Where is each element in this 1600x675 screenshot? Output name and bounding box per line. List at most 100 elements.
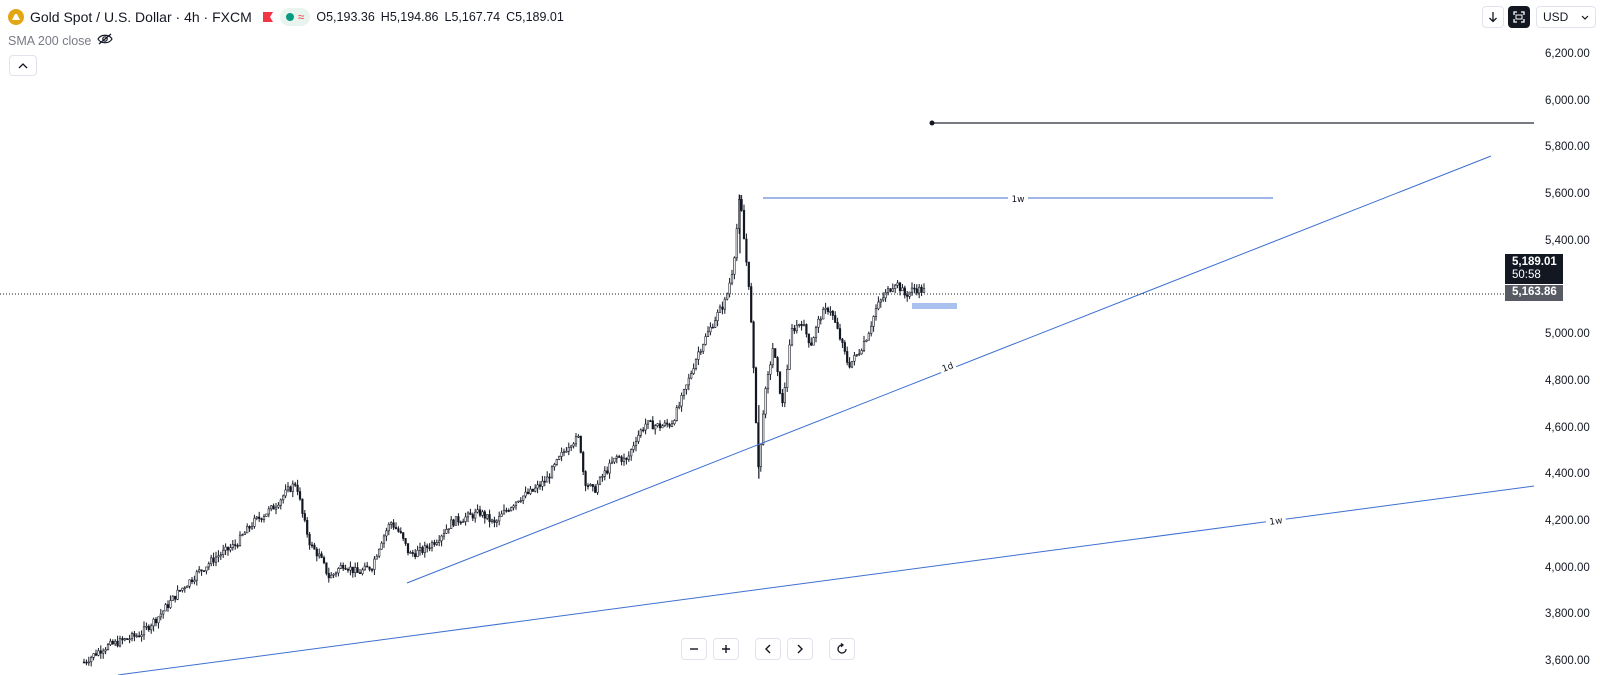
candle-body [807,333,810,344]
candle-body [642,429,645,432]
candle-body [879,299,882,303]
candle-body [822,309,825,320]
candle-body [445,529,448,534]
candle-body [433,542,436,545]
candle-body [608,462,611,474]
candle-body [452,519,455,526]
symbol-legend: Gold Spot / U.S. Dollar · 4h · FXCM ≈ O5… [8,7,564,27]
candle-body [898,282,902,292]
candle-body [442,533,446,537]
price-tick-label: 5,000.00 [1545,328,1590,341]
candle-body [140,634,143,637]
candle-body [454,516,458,526]
candle-body [474,511,477,519]
candle-body [423,545,426,553]
candle-body [778,371,782,394]
candle-body [164,604,167,612]
candle-body [627,455,630,460]
candle-body [327,573,330,579]
candle-body [133,633,136,637]
candle-body [301,498,304,514]
drawings-layer[interactable]: 1w 1d 1w [117,120,1535,675]
candle-body [754,367,758,423]
candle-body [706,331,710,337]
minus-icon [690,648,698,650]
candle-body [330,574,333,579]
symbol-name[interactable]: Gold Spot / U.S. Dollar · 4h · FXCM [30,9,252,25]
candle-body [92,653,95,658]
price-range-highlight[interactable] [912,303,957,309]
candle-body [258,516,261,519]
chart-navigation [681,638,855,660]
currency-select[interactable]: USD [1536,6,1596,28]
auto-fit-button[interactable] [1508,6,1530,28]
candle-body [630,449,633,457]
reset-chart-button[interactable] [829,638,855,660]
candle-body [392,522,395,528]
candle-body [198,569,201,573]
scroll-to-bottom-button[interactable] [1482,6,1504,28]
candle-body [690,373,693,379]
candle-body [430,542,434,549]
candle-body [147,625,150,631]
candle-body [344,568,347,570]
high-label: H [380,10,390,24]
zoom-out-button[interactable] [681,638,707,660]
scroll-left-button[interactable] [755,638,781,660]
candle-body [814,327,818,338]
candle-body [450,519,453,529]
candle-body [332,573,335,576]
ray-anchor-point[interactable] [929,120,935,126]
candle-body [694,359,698,369]
price-tick-label: 4,600.00 [1545,421,1590,434]
candle-body [514,501,518,507]
market-status-pill[interactable]: ≈ [279,8,311,26]
candle-body [891,288,894,292]
candle-body [90,657,93,663]
candle-body [584,471,587,486]
zoom-in-button[interactable] [713,638,739,660]
candle-body [195,571,198,581]
candle-body [207,563,210,568]
candle-body [812,337,815,346]
candle-body [253,517,256,527]
scroll-right-button[interactable] [787,638,813,660]
candle-body [678,405,681,408]
candle-body [601,476,604,478]
candle-body [162,610,165,615]
fullscreen-icon [1513,11,1525,23]
candle-body [291,483,294,492]
candle-body [286,486,290,491]
flag-icon[interactable] [262,11,274,23]
collapse-legend-button[interactable] [9,55,37,76]
candle-body [610,461,614,464]
chevron-left-icon [765,644,771,654]
candle-body [740,199,743,211]
indicator-legend[interactable]: SMA 200 close [8,33,114,48]
weekly-trendline[interactable] [117,485,1535,675]
candle-body [342,565,345,569]
candle-body [409,552,412,554]
candle-body [726,293,729,300]
close-value: 5,189.01 [515,10,564,24]
candle-body [574,435,578,445]
candle-body [486,514,489,519]
candle-body [541,480,544,487]
candle-body [229,547,232,551]
arrow-down-icon [1489,12,1497,23]
candle-body [279,499,282,506]
candle-body [303,513,306,521]
candle-body [824,307,827,310]
candle-body [685,384,688,390]
candle-body [846,351,849,363]
candle-body [606,470,609,474]
price-tick-label: 4,000.00 [1545,561,1590,574]
price-tick-label: 5,600.00 [1545,188,1590,200]
candle-body [447,528,450,530]
candle-body [634,441,638,447]
candle-body [320,553,323,558]
candle-body [884,292,887,299]
candle-body [82,661,86,664]
eye-off-icon[interactable] [97,33,114,48]
